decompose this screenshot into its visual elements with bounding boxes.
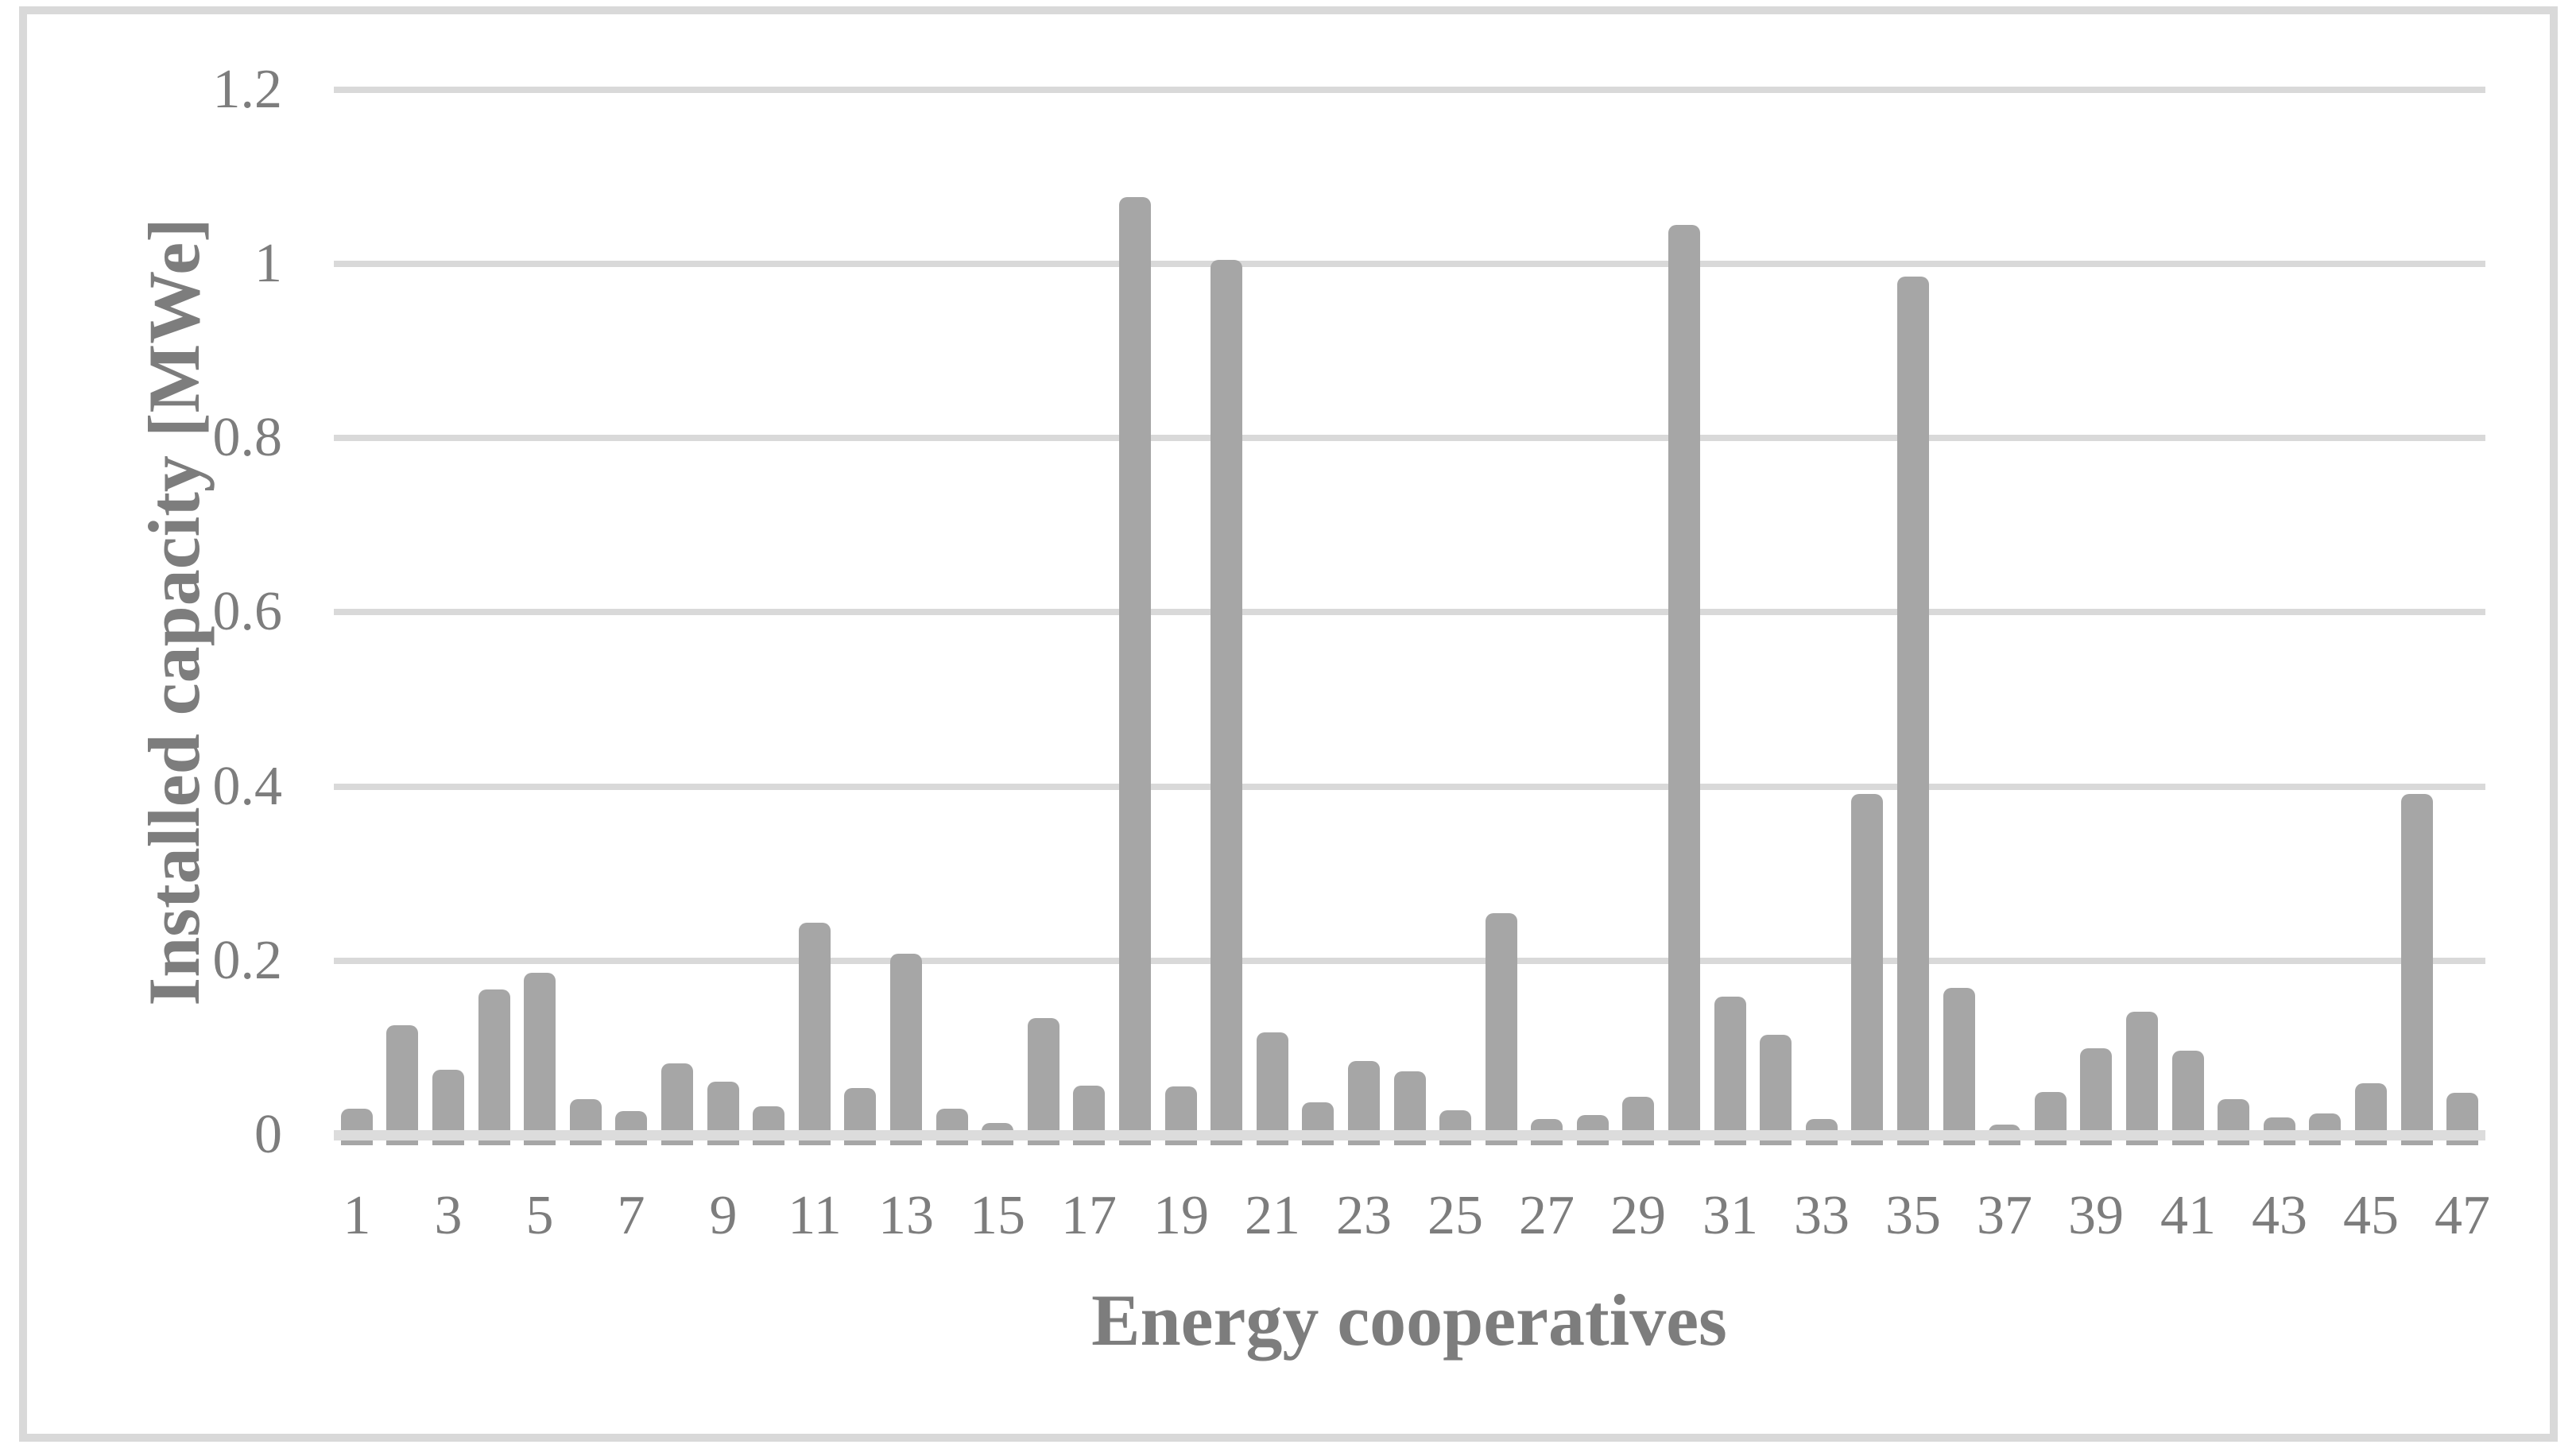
y-tick-label-0.8: 0.8 <box>212 407 283 468</box>
x-tick-label-1: 1 <box>343 1185 371 1246</box>
bar-cooperative-30 <box>1668 225 1700 1145</box>
x-tick-label-43: 43 <box>2252 1185 2307 1246</box>
x-tick-label-47: 47 <box>2435 1185 2490 1246</box>
y-tick-label-0.2: 0.2 <box>212 930 283 991</box>
x-tick-label-39: 39 <box>2068 1185 2124 1246</box>
bar-cooperative-44 <box>2309 1113 2341 1145</box>
x-tick-label-33: 33 <box>1794 1185 1850 1246</box>
x-tick-label-13: 13 <box>878 1185 934 1246</box>
y-tick-label-1: 1 <box>254 233 282 294</box>
bar-cooperative-32 <box>1760 1035 1792 1145</box>
bar-cooperative-46 <box>2401 794 2433 1145</box>
gridline-y-0.4 <box>334 784 2485 790</box>
y-tick-label-0.6: 0.6 <box>212 581 283 642</box>
bar-cooperative-41 <box>2172 1051 2204 1145</box>
bar-cooperative-40 <box>2126 1012 2158 1145</box>
bar-cooperative-36 <box>1943 988 1975 1145</box>
x-tick-label-35: 35 <box>1885 1185 1941 1246</box>
gridline-y-0.8 <box>334 435 2485 441</box>
x-axis-line <box>334 1130 2485 1140</box>
x-tick-label-25: 25 <box>1427 1185 1483 1246</box>
x-tick-label-45: 45 <box>2343 1185 2399 1246</box>
bar-cooperative-16 <box>1028 1018 1059 1145</box>
x-tick-label-17: 17 <box>1061 1185 1117 1246</box>
gridline-y-0.2 <box>334 958 2485 964</box>
bar-cooperative-21 <box>1257 1032 1288 1145</box>
bar-cooperative-13 <box>890 954 922 1145</box>
gridline-y-1.2 <box>334 87 2485 93</box>
bar-cooperative-31 <box>1714 997 1746 1145</box>
x-tick-label-27: 27 <box>1519 1185 1575 1246</box>
x-tick-label-3: 3 <box>434 1185 463 1246</box>
x-tick-label-15: 15 <box>970 1185 1025 1246</box>
bar-cooperative-39 <box>2080 1048 2112 1145</box>
bar-cooperative-26 <box>1486 913 1517 1145</box>
x-tick-label-5: 5 <box>525 1185 554 1246</box>
x-tick-label-11: 11 <box>788 1185 842 1246</box>
bar-cooperative-11 <box>799 923 831 1145</box>
figure-border <box>19 6 2558 1442</box>
bar-cooperative-35 <box>1897 277 1929 1145</box>
y-tick-label-1.2: 1.2 <box>212 59 283 120</box>
bar-cooperative-34 <box>1851 794 1883 1145</box>
bar-cooperative-5 <box>524 973 556 1145</box>
y-tick-label-0: 0 <box>254 1104 282 1165</box>
bar-cooperative-18 <box>1119 197 1151 1145</box>
bar-cooperative-2 <box>386 1025 418 1145</box>
bar-cooperative-20 <box>1211 260 1242 1145</box>
x-tick-label-7: 7 <box>617 1185 645 1246</box>
bar-cooperative-4 <box>478 989 510 1145</box>
gridline-y-0.6 <box>334 609 2485 615</box>
x-tick-label-37: 37 <box>1977 1185 2032 1246</box>
x-tick-label-29: 29 <box>1610 1185 1666 1246</box>
x-axis-title: Energy cooperatives <box>1091 1280 1727 1361</box>
x-tick-label-41: 41 <box>2160 1185 2216 1246</box>
x-tick-label-9: 9 <box>709 1185 738 1246</box>
x-tick-label-21: 21 <box>1245 1185 1300 1246</box>
x-tick-label-31: 31 <box>1702 1185 1758 1246</box>
gridline-y-1 <box>334 261 2485 267</box>
y-tick-label-0.4: 0.4 <box>212 756 283 817</box>
x-tick-label-19: 19 <box>1153 1185 1209 1246</box>
x-tick-label-23: 23 <box>1336 1185 1392 1246</box>
